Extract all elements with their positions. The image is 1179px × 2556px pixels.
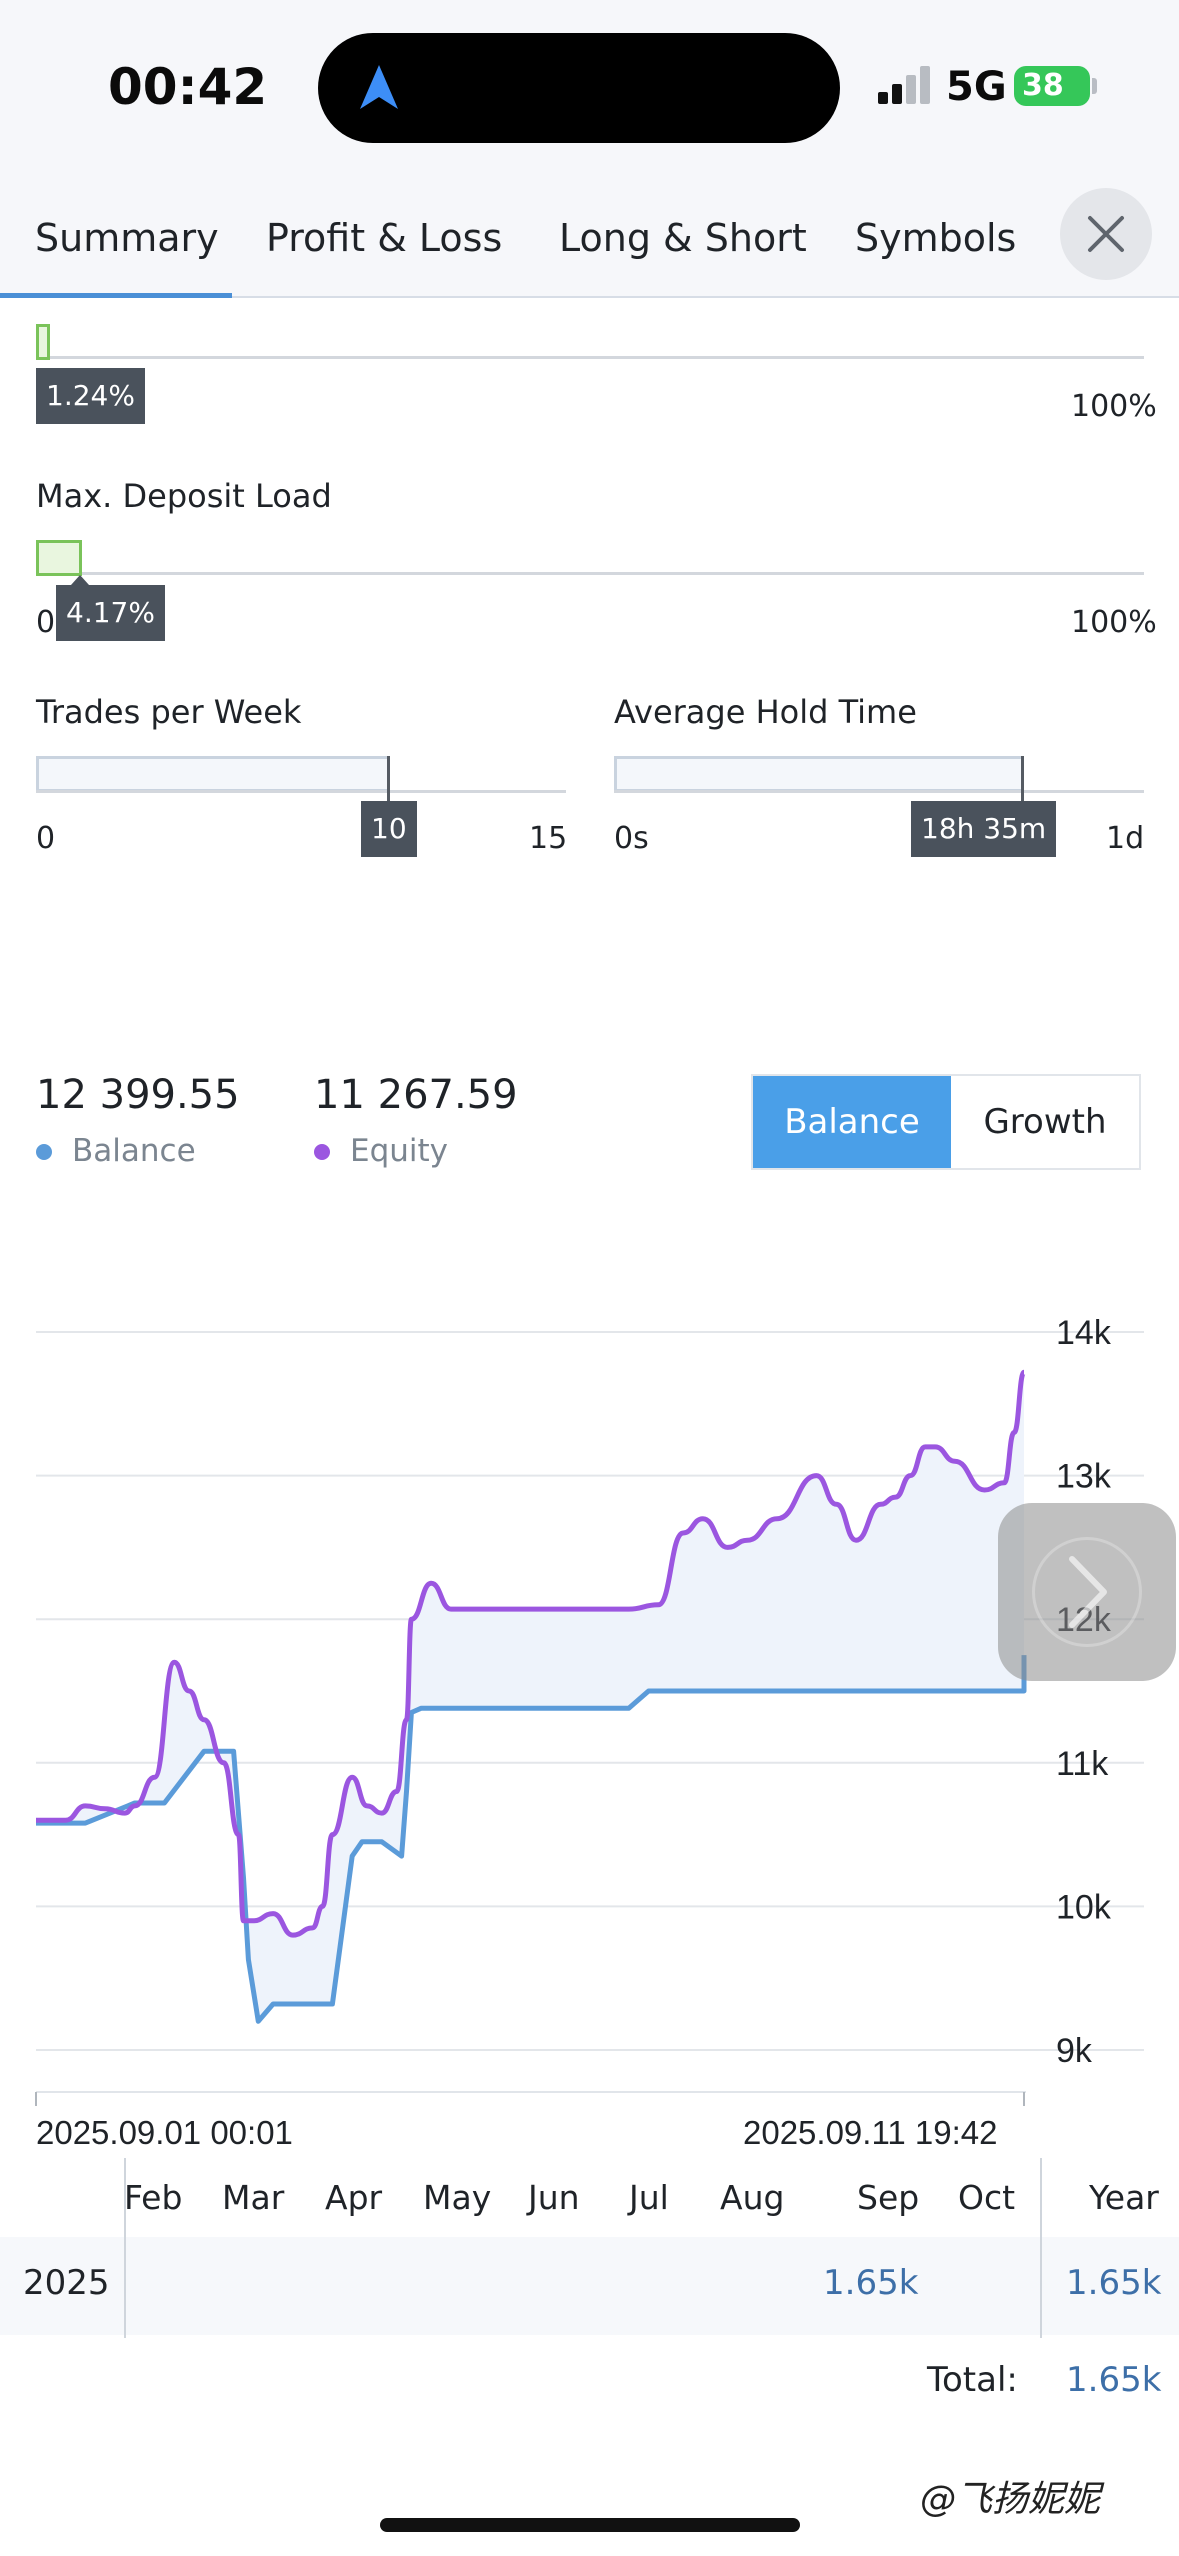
- y-tick-label: 13k: [1056, 1458, 1112, 1496]
- row-year-label: 2025: [23, 2263, 110, 2303]
- balance-equity-chart: 14k13k12k11k10k9k: [35, 1314, 1144, 2106]
- month-mar: Mar: [222, 2178, 285, 2217]
- status-bar: 00:42 5G 38: [0, 0, 1179, 180]
- y-tick-label: 10k: [1056, 1888, 1112, 1926]
- balance-line: [36, 1655, 1027, 2024]
- month-sep: Sep: [857, 2178, 920, 2217]
- table-row: [0, 2237, 1179, 2335]
- gauge-top-track: [36, 356, 1144, 359]
- chart-next-button[interactable]: [998, 1503, 1176, 1681]
- navigation-arrow-icon: [360, 65, 398, 109]
- tab-bar: Summary Profit & Loss Long & Short Symbo…: [0, 180, 1179, 298]
- gauge-top-value: 1.24%: [36, 368, 145, 424]
- trades-per-week-track: [36, 790, 566, 793]
- trades-per-week-min: 0: [36, 821, 56, 856]
- growth-mode-button[interactable]: Growth: [983, 1102, 1107, 1142]
- total-label: Total:: [927, 2360, 1018, 2400]
- battery-level: 38: [1014, 66, 1090, 106]
- gauge-top-max: 100%: [1071, 389, 1157, 424]
- chart-mode-toggle: Balance Growth: [751, 1074, 1141, 1170]
- year-header: Year: [1089, 2178, 1159, 2217]
- total-value: 1.65k: [1066, 2360, 1162, 2400]
- hold-time-title: Average Hold Time: [614, 693, 917, 731]
- month-may: May: [423, 2178, 492, 2217]
- close-icon: [1088, 216, 1124, 252]
- month-apr: Apr: [325, 2178, 383, 2217]
- row-divider-left: [124, 2237, 126, 2335]
- hold-time-track: [614, 790, 1144, 793]
- balance-equity-area: [36, 1372, 1024, 2022]
- balance-value: 12 399.55: [36, 1072, 240, 1118]
- home-indicator[interactable]: [380, 2518, 800, 2532]
- equity-legend-dot: [314, 1144, 330, 1160]
- hold-time-min: 0s: [614, 821, 649, 856]
- chevron-right-icon: [1069, 1556, 1107, 1628]
- month-jun: Jun: [528, 2178, 580, 2217]
- equity-line: [35, 1369, 1027, 1938]
- dynamic-island: [318, 33, 840, 143]
- cellular-signal-icon: [878, 66, 930, 104]
- network-type: 5G: [946, 64, 1007, 110]
- gauge-top-fill: [36, 324, 50, 360]
- trades-per-week-marker: [387, 756, 390, 804]
- row-divider-right: [1040, 2237, 1042, 2335]
- hold-time-max: 1d: [1106, 821, 1145, 856]
- next-button-ring: [1032, 1537, 1142, 1647]
- watermark: @飞扬妮妮: [920, 2479, 1101, 2520]
- hold-time-fill: [614, 756, 1024, 792]
- equity-value: 11 267.59: [314, 1072, 518, 1118]
- tab-long-short[interactable]: Long & Short: [559, 216, 807, 260]
- y-axis-ticks: 14k13k12k11k10k9k: [1056, 1314, 1112, 2070]
- battery-tip: [1092, 78, 1097, 94]
- chart-start-date: 2025.09.01 00:01: [36, 2114, 293, 2151]
- hold-time-value: 18h 35m: [911, 801, 1057, 857]
- tab-symbols[interactable]: Symbols: [855, 216, 1017, 260]
- month-oct: Oct: [958, 2178, 1016, 2217]
- y-tick-label: 14k: [1056, 1314, 1112, 1352]
- deposit-load-track: [36, 572, 1144, 575]
- deposit-load-fill: [36, 540, 82, 576]
- deposit-load-tip-arrow: [71, 575, 89, 585]
- active-tab-indicator: [0, 293, 232, 298]
- equity-legend-label: Equity: [350, 1133, 449, 1169]
- deposit-load-title: Max. Deposit Load: [36, 477, 332, 515]
- month-aug: Aug: [720, 2178, 785, 2217]
- year-profit-value[interactable]: 1.65k: [1066, 2263, 1162, 2303]
- balance-legend-label: Balance: [72, 1133, 196, 1169]
- deposit-load-max: 100%: [1071, 605, 1157, 640]
- month-jul: Jul: [629, 2178, 669, 2217]
- tab-profit-loss[interactable]: Profit & Loss: [266, 216, 503, 260]
- sep-profit-value[interactable]: 1.65k: [823, 2263, 919, 2303]
- hold-time-marker: [1021, 756, 1024, 804]
- tab-summary[interactable]: Summary: [35, 216, 219, 260]
- trades-per-week-fill: [36, 756, 390, 792]
- deposit-load-value: 4.17%: [56, 585, 165, 641]
- clock: 00:42: [108, 58, 268, 116]
- trades-per-week-title: Trades per Week: [36, 693, 302, 731]
- month-feb: Feb: [124, 2178, 183, 2217]
- trades-per-week-max: 15: [529, 821, 568, 856]
- trades-per-week-value: 10: [361, 801, 417, 857]
- y-tick-label: 11k: [1056, 1745, 1109, 1783]
- balance-legend-dot: [36, 1144, 52, 1160]
- balance-mode-button[interactable]: Balance: [753, 1076, 951, 1168]
- close-button[interactable]: [1060, 188, 1152, 280]
- y-tick-label: 9k: [1056, 2032, 1093, 2070]
- chart-end-date: 2025.09.11 19:42: [743, 2114, 998, 2151]
